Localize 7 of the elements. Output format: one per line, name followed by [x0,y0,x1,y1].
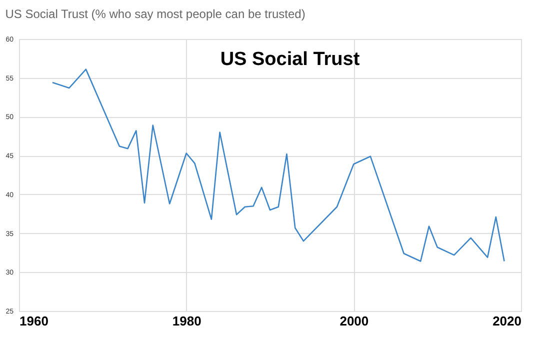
x-tick-label: 2020 [492,314,522,328]
annotation: US Social Trust [220,49,360,70]
x-tick-label: 2000 [340,314,369,328]
line-series [52,68,505,262]
x-tick-label: 1960 [20,314,48,328]
x-tick-label: 1980 [172,314,202,328]
chart-title: US Social Trust (% who say most people can be trusted) [5,7,306,21]
